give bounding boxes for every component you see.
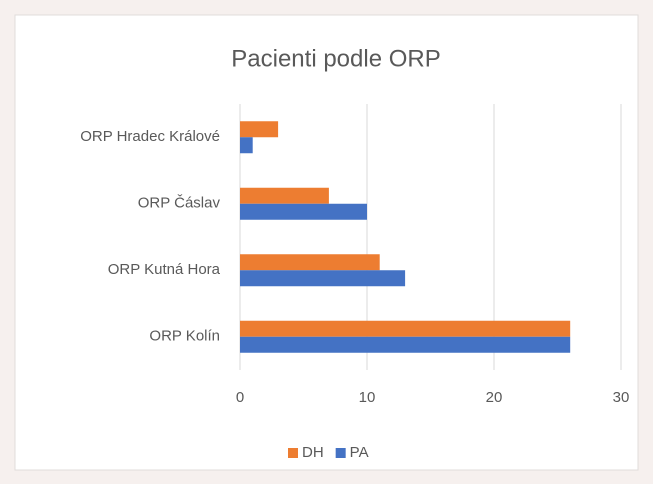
x-tick-label: 10 bbox=[359, 389, 376, 406]
x-tick-label: 30 bbox=[613, 389, 630, 406]
chart-title: Pacienti podle ORP bbox=[231, 45, 440, 72]
x-tick-label: 20 bbox=[486, 389, 503, 406]
legend-label: PA bbox=[350, 444, 369, 461]
bar bbox=[240, 121, 279, 138]
y-tick-label: ORP Hradec Králové bbox=[80, 128, 220, 145]
legend-swatch bbox=[288, 448, 298, 458]
legend-label: DH bbox=[302, 444, 324, 461]
bar bbox=[240, 137, 253, 154]
x-tick-label: 0 bbox=[236, 389, 244, 406]
y-tick-label: ORP Kutná Hora bbox=[108, 261, 221, 278]
bar bbox=[240, 187, 329, 204]
bar bbox=[240, 336, 571, 353]
bar bbox=[240, 320, 571, 337]
y-tick-label: ORP Čáslav bbox=[138, 195, 221, 212]
bar bbox=[240, 270, 406, 287]
bar bbox=[240, 203, 367, 220]
bar bbox=[240, 254, 380, 271]
y-tick-label: ORP Kolín bbox=[149, 328, 220, 345]
chart-area bbox=[14, 14, 639, 471]
legend-swatch bbox=[335, 448, 346, 458]
